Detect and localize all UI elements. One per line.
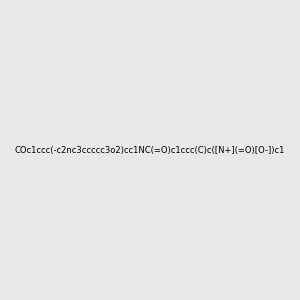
Text: COc1ccc(-c2nc3ccccc3o2)cc1NC(=O)c1ccc(C)c([N+](=O)[O-])c1: COc1ccc(-c2nc3ccccc3o2)cc1NC(=O)c1ccc(C)…	[15, 146, 285, 154]
